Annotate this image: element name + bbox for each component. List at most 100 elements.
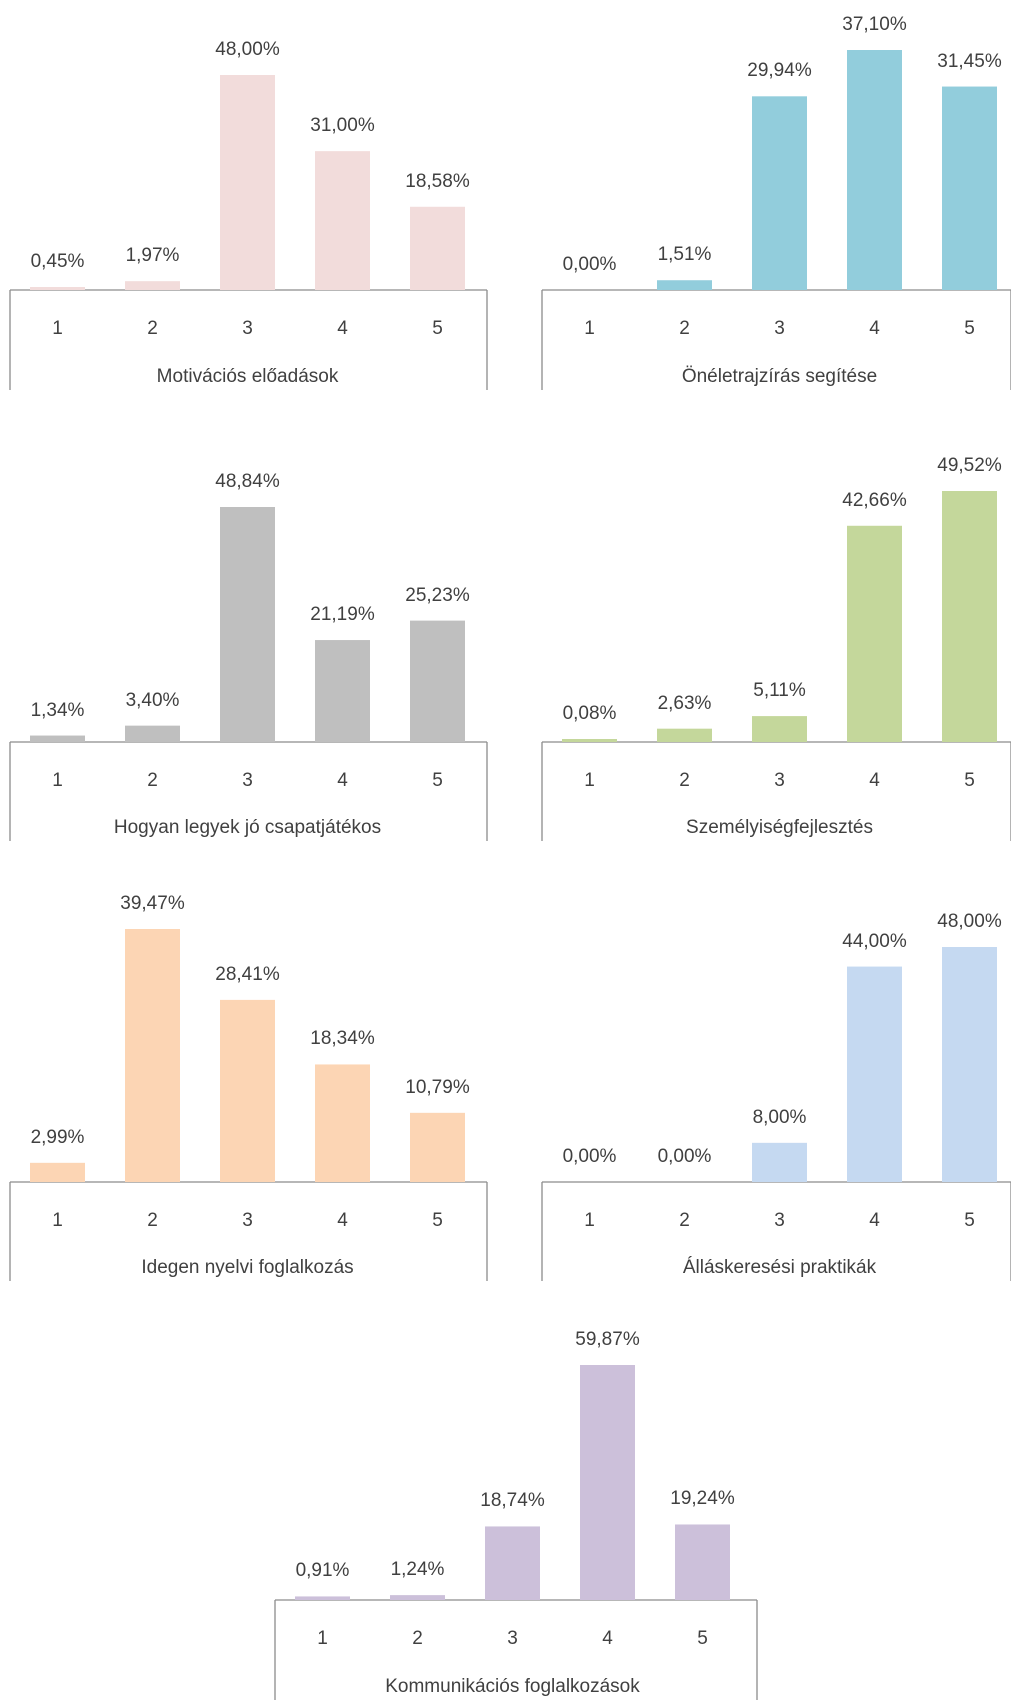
bar-value-label: 44,00% (842, 930, 907, 952)
bar-value-label: 19,24% (670, 1488, 735, 1510)
chart-title: Önéletrajzírás segítése (681, 366, 878, 387)
bar-value-label: 1,34% (30, 699, 85, 721)
bar-1 (562, 739, 617, 742)
x-tick-label: 3 (242, 318, 253, 339)
x-tick-label: 1 (52, 318, 63, 339)
bar-2 (390, 1595, 445, 1600)
chart-7-plot (274, 1365, 758, 1700)
bar-3 (752, 716, 807, 742)
x-tick-label: 2 (679, 318, 690, 339)
bar-value-label: 0,00% (562, 1146, 617, 1167)
chart-4-plot (541, 491, 1011, 841)
bar-value-label: 48,00% (215, 39, 280, 60)
bar-value-label: 1,51% (657, 244, 712, 266)
bar-value-label: 2,63% (657, 692, 712, 714)
bar-5 (942, 491, 997, 742)
x-tick-label: 2 (679, 770, 690, 791)
x-tick-label: 2 (147, 318, 158, 339)
x-tick-label: 4 (337, 1210, 348, 1231)
chart-title: Álláskeresési praktikák (682, 1257, 877, 1278)
bar-value-label: 0,91% (295, 1560, 350, 1582)
bar-value-label: 8,00% (752, 1106, 807, 1128)
bar-4 (847, 50, 902, 290)
bar-value-label: 21,19% (310, 604, 375, 626)
bar-4 (315, 151, 370, 290)
x-tick-label: 3 (242, 770, 253, 791)
bar-3 (485, 1526, 540, 1600)
bar-value-label: 48,84% (215, 471, 280, 492)
chart-4: 0,08% 1 2,63% 2 5,11% 3 42,66% 4 49,52% 5 Személyi… (541, 0, 1011, 1700)
bar-2 (657, 280, 712, 290)
x-tick-label: 5 (964, 318, 975, 339)
x-tick-label: 5 (432, 770, 443, 791)
bar-value-label: 28,41% (215, 963, 280, 985)
bar-5 (942, 86, 997, 290)
x-tick-label: 3 (774, 770, 785, 791)
chart-title: Hogyan legyek jó csapatjátékos (113, 817, 382, 838)
bar-value-label: 39,47% (120, 893, 185, 914)
x-tick-label: 4 (337, 770, 348, 791)
bar-1 (30, 1162, 85, 1182)
bar-value-label: 42,66% (842, 489, 907, 511)
chart-title: Motivációs előadások (156, 366, 339, 387)
bar-value-label: 0,08% (562, 703, 617, 724)
bar-value-label: 18,34% (310, 1028, 375, 1050)
bar-value-label: 0,00% (657, 1146, 712, 1167)
chart-3-plot (9, 507, 488, 841)
bar-3 (220, 75, 275, 290)
bar-4 (315, 1064, 370, 1182)
bar-value-label: 1,97% (125, 245, 180, 267)
bar-value-label: 48,00% (937, 911, 1002, 932)
x-tick-label: 3 (507, 1628, 518, 1649)
bar-2 (657, 728, 712, 742)
bar-1 (30, 287, 85, 290)
x-tick-label: 5 (964, 770, 975, 791)
bar-5 (410, 206, 465, 290)
bar-value-label: 31,00% (310, 115, 375, 137)
bar-4 (847, 525, 902, 742)
x-tick-label: 1 (584, 770, 595, 791)
bar-4 (315, 640, 370, 742)
bar-5 (410, 1112, 465, 1182)
chart-6: 0,00% 1 0,00% 2 8,00% 3 44,00% 4 48,00% 5 Állásker… (541, 0, 1011, 1700)
chart-title: Kommunikációs foglalkozások (385, 1676, 640, 1697)
bar-value-label: 18,74% (480, 1490, 545, 1512)
x-tick-label: 1 (584, 1210, 595, 1231)
bar-5 (410, 620, 465, 742)
x-tick-label: 5 (432, 318, 443, 339)
bar-3 (220, 507, 275, 742)
x-tick-label: 4 (602, 1628, 613, 1649)
x-tick-label: 2 (147, 1210, 158, 1231)
x-tick-label: 4 (869, 1210, 880, 1231)
bar-value-label: 10,79% (405, 1076, 470, 1098)
bar-2 (125, 929, 180, 1182)
chart-1-plot (9, 75, 488, 390)
bar-3 (752, 96, 807, 291)
x-tick-label: 5 (432, 1210, 443, 1231)
chart-7: 0,91% 1 1,24% 2 18,74% 3 59,87% 4 19,24% 5 Kommuni… (274, 0, 758, 1700)
chart-3: 1,34% 1 3,40% 2 48,84% 3 21,19% 4 25,23% 5 Hogyan … (9, 0, 488, 1700)
chart-5-plot (9, 929, 488, 1281)
bar-4 (580, 1365, 635, 1600)
chart-5: 2,99% 1 39,47% 2 28,41% 3 18,34% 4 10,79% 5 Idegen… (9, 0, 488, 1700)
bar-value-label: 59,87% (575, 1329, 640, 1350)
chart-title: Személyiségfejlesztés (686, 817, 873, 838)
bar-value-label: 29,94% (747, 60, 812, 82)
chart-2: 0,00% 1 1,51% 2 29,94% 3 37,10% 4 31,45% 5 Önéletr… (541, 0, 1011, 1700)
bar-value-label: 31,45% (937, 50, 1002, 72)
x-tick-label: 5 (697, 1628, 708, 1649)
bar-value-label: 5,11% (753, 680, 806, 702)
x-tick-label: 1 (317, 1628, 328, 1649)
x-tick-label: 2 (147, 770, 158, 791)
x-tick-label: 5 (964, 1210, 975, 1231)
bar-value-label: 0,00% (562, 254, 617, 275)
chart-6-plot (541, 947, 1011, 1281)
bar-1 (30, 735, 85, 742)
bar-5 (942, 947, 997, 1182)
x-tick-label: 4 (337, 318, 348, 339)
bar-value-label: 1,24% (390, 1559, 445, 1581)
x-tick-label: 4 (869, 770, 880, 791)
bar-2 (125, 725, 180, 742)
bar-5 (675, 1524, 730, 1600)
